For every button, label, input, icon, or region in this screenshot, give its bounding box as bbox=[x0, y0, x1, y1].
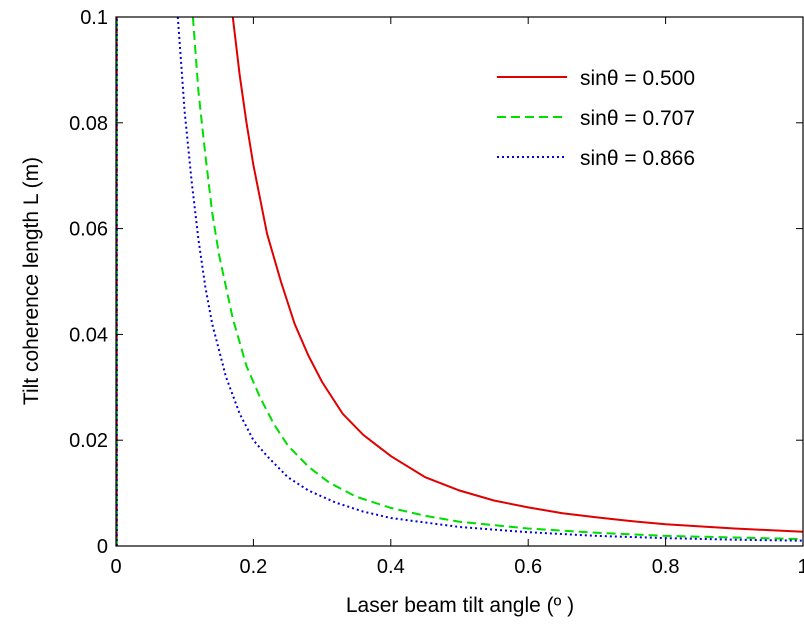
legend-label-3: sinθ = 0.866 bbox=[580, 147, 695, 170]
plot-frame bbox=[115, 16, 804, 547]
legend-label-1: sinθ = 0.500 bbox=[580, 67, 695, 90]
legend-label-2: sinθ = 0.707 bbox=[580, 107, 695, 130]
series-line-1 bbox=[231, 16, 804, 533]
x-tick-label: 0 bbox=[110, 556, 121, 578]
y-tick-label: 0.02 bbox=[69, 430, 108, 452]
y-tick-label: 0.06 bbox=[69, 219, 108, 241]
y-tick-label: 0.1 bbox=[80, 7, 108, 29]
x-tick-label: 0.4 bbox=[377, 556, 405, 578]
y-tick-label: 0.08 bbox=[69, 113, 108, 135]
y-tick-label: 0 bbox=[97, 536, 108, 558]
y-tick-label: 0.04 bbox=[69, 324, 108, 346]
x-tick-label: 0.6 bbox=[514, 556, 542, 578]
y-axis-title: Tilt coherence length L (m) bbox=[20, 157, 43, 405]
x-axis-title: Laser beam tilt angle (º ) bbox=[346, 594, 574, 617]
x-tick-label: 0.8 bbox=[652, 556, 680, 578]
x-tick-label: 0.2 bbox=[239, 556, 267, 578]
x-tick-label: 1 bbox=[797, 556, 804, 578]
series-line-2 bbox=[191, 16, 804, 541]
plot-background bbox=[116, 17, 803, 546]
legend: sinθ = 0.500 sinθ = 0.707 sinθ = 0.866 bbox=[497, 67, 695, 170]
series-lines bbox=[116, 16, 804, 546]
axis-ticks: 0 0.2 0.4 0.6 0.8 1 0 0.02 0.04 0.06 0.08 0.1 bbox=[69, 7, 804, 578]
